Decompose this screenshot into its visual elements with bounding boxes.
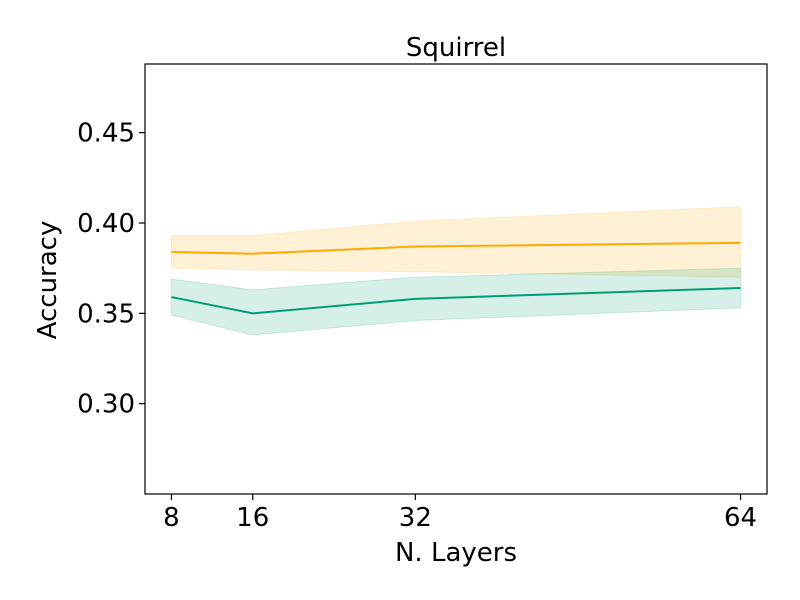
y-tick-label: 0.40	[77, 209, 135, 239]
y-tick-label: 0.30	[77, 390, 135, 420]
x-axis-title: N. Layers	[395, 538, 517, 568]
x-tick-label: 32	[399, 503, 432, 533]
x-axis: 8 16 32 64	[163, 494, 757, 533]
series-2-band	[170, 267, 742, 336]
series-1-line	[171, 241, 741, 255]
x-tick-label: 64	[724, 503, 757, 533]
confidence-bands	[170, 206, 742, 336]
x-tick-label: 8	[163, 503, 180, 533]
y-tick-label: 0.35	[77, 299, 135, 329]
y-axis: 0.30 0.35 0.40 0.45	[77, 119, 145, 420]
series-1-band	[170, 206, 742, 278]
y-tick-label: 0.45	[77, 119, 135, 149]
chart-title: Squirrel	[406, 33, 506, 63]
series-2-line	[171, 287, 741, 315]
y-axis-title: Accuracy	[33, 221, 63, 340]
x-tick-label: 16	[236, 503, 269, 533]
plot-frame	[144, 63, 768, 495]
series-lines	[171, 241, 741, 315]
